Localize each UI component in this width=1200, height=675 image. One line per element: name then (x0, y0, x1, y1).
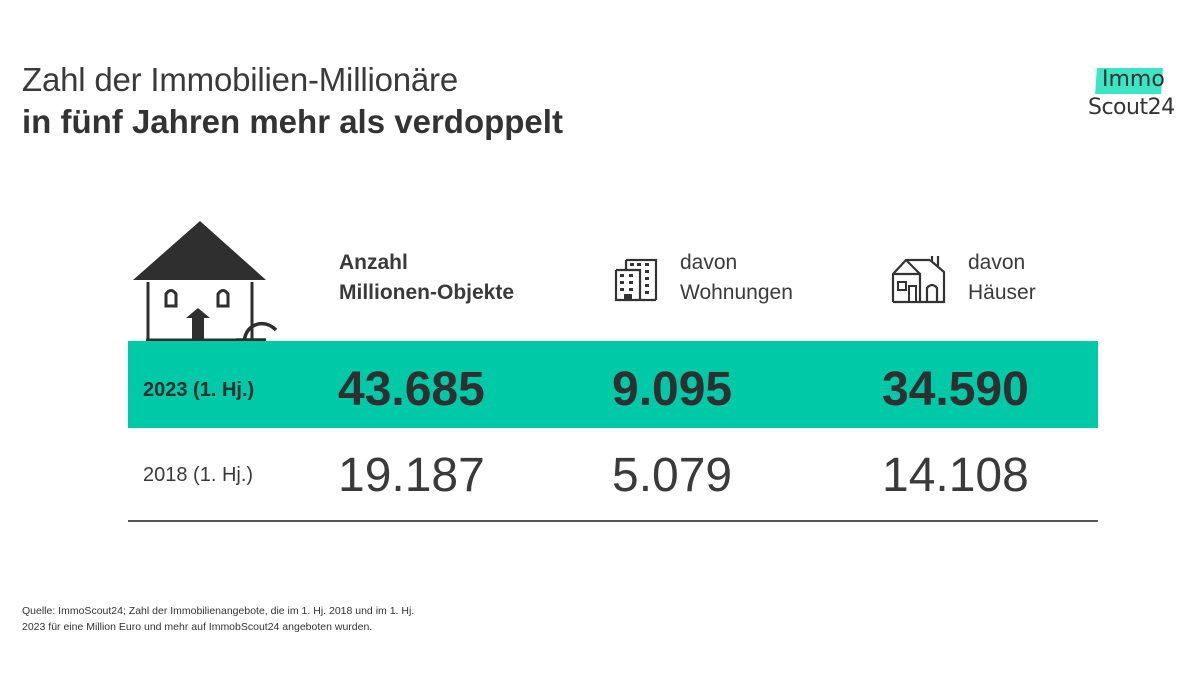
source-note: Quelle: ImmoScout24; Zahl der Immobilien… (22, 603, 414, 635)
source-note-line2: 2023 für eine Million Euro und mehr auf … (22, 621, 373, 633)
chart-title: Zahl der Immobilien-Millionäre in fünf J… (22, 60, 563, 144)
value-2023-total: 43.685 (338, 363, 485, 416)
value-2023-apartments: 9.095 (612, 363, 733, 416)
title-line-2: in fünf Jahren mehr als verdoppelt (22, 103, 563, 140)
column-header-apartments-line1: davon (680, 251, 738, 274)
highlight-band-2023 (128, 341, 1098, 428)
column-header-total: Anzahl Millionen-Objekte (339, 248, 514, 308)
row-label-2023: 2023 (1. Hj.) (143, 379, 255, 401)
column-header-houses-line1: davon (968, 251, 1026, 274)
value-2018-houses: 14.108 (882, 449, 1029, 502)
logo-immo-text: Immo (1102, 67, 1165, 92)
title-line-1: Zahl der Immobilien-Millionäre (22, 61, 458, 98)
column-header-apartments-line2: Wohnungen (680, 281, 793, 304)
column-header-apartments: davon Wohnungen (680, 248, 793, 308)
column-header-houses: davon Häuser (968, 248, 1036, 308)
row-label-2018: 2018 (1. Hj.) (143, 464, 254, 486)
immoscout24-logo: Immo Scout24 (1088, 66, 1180, 122)
column-header-total-line2: Millionen-Objekte (339, 281, 515, 304)
column-header-total-line1: Anzahl (339, 251, 408, 274)
value-2023-houses: 34.590 (882, 363, 1029, 416)
value-2018-apartments: 5.079 (612, 449, 733, 502)
value-2018-total: 19.187 (338, 449, 485, 502)
apartment-building-icon (614, 258, 658, 302)
table-bottom-rule (128, 520, 1098, 522)
source-note-line1: Quelle: ImmoScout24; Zahl der Immobilien… (22, 605, 415, 617)
column-header-houses-line2: Häuser (968, 281, 1036, 304)
logo-scout-text: Scout24 (1088, 95, 1175, 120)
houses-icon (891, 256, 946, 304)
